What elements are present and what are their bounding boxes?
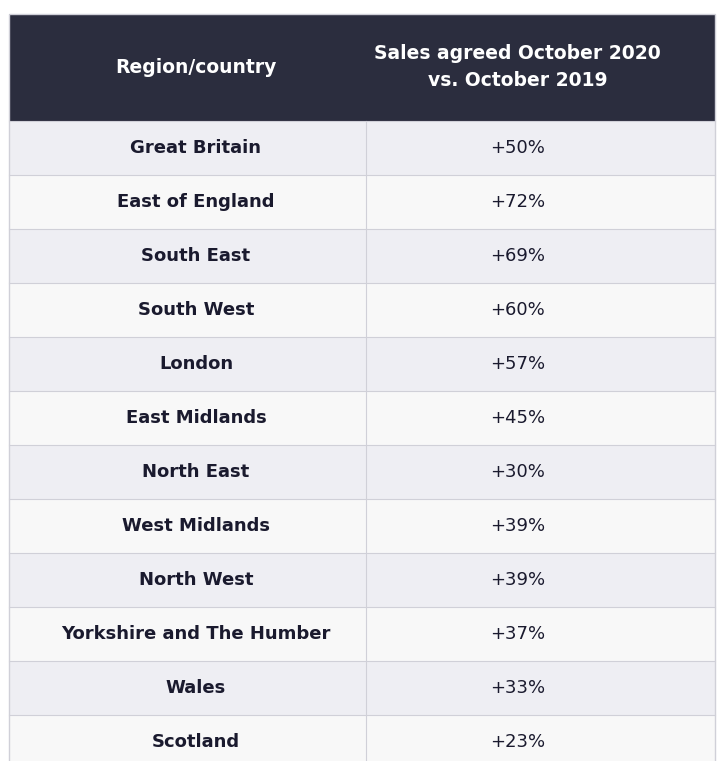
Bar	[9, 498, 715, 552]
Bar	[9, 229, 715, 282]
Text: South East: South East	[141, 247, 251, 265]
Bar	[9, 282, 715, 336]
Text: Yorkshire and The Humber: Yorkshire and The Humber	[62, 625, 331, 643]
Bar	[9, 715, 715, 761]
Bar	[9, 390, 715, 444]
Bar	[9, 14, 715, 121]
Text: North East: North East	[143, 463, 250, 481]
Text: Wales: Wales	[166, 679, 226, 697]
Text: +69%: +69%	[490, 247, 545, 265]
Text: Great Britain: Great Britain	[130, 139, 261, 157]
Text: Scotland: Scotland	[152, 733, 240, 750]
Text: +37%: +37%	[490, 625, 545, 643]
Text: Sales agreed October 2020
vs. October 2019: Sales agreed October 2020 vs. October 20…	[374, 44, 661, 90]
Text: +30%: +30%	[490, 463, 545, 481]
Text: +33%: +33%	[490, 679, 545, 697]
Text: Region/country: Region/country	[115, 58, 277, 77]
Bar	[9, 175, 715, 229]
Text: East Midlands: East Midlands	[125, 409, 266, 427]
Bar	[9, 336, 715, 390]
Text: South West: South West	[138, 301, 254, 319]
Text: +39%: +39%	[490, 571, 545, 589]
Bar	[9, 552, 715, 607]
Text: East of England: East of England	[117, 193, 274, 211]
Text: +72%: +72%	[490, 193, 545, 211]
Text: +39%: +39%	[490, 517, 545, 535]
Text: +57%: +57%	[490, 355, 545, 373]
Text: North West: North West	[139, 571, 253, 589]
Text: West Midlands: West Midlands	[122, 517, 270, 535]
Bar	[9, 444, 715, 498]
Text: +60%: +60%	[490, 301, 545, 319]
Bar	[9, 661, 715, 715]
Text: London: London	[159, 355, 233, 373]
Text: +50%: +50%	[490, 139, 545, 157]
Text: +45%: +45%	[490, 409, 545, 427]
Bar	[9, 607, 715, 661]
Text: +23%: +23%	[490, 733, 545, 750]
Bar	[9, 121, 715, 175]
